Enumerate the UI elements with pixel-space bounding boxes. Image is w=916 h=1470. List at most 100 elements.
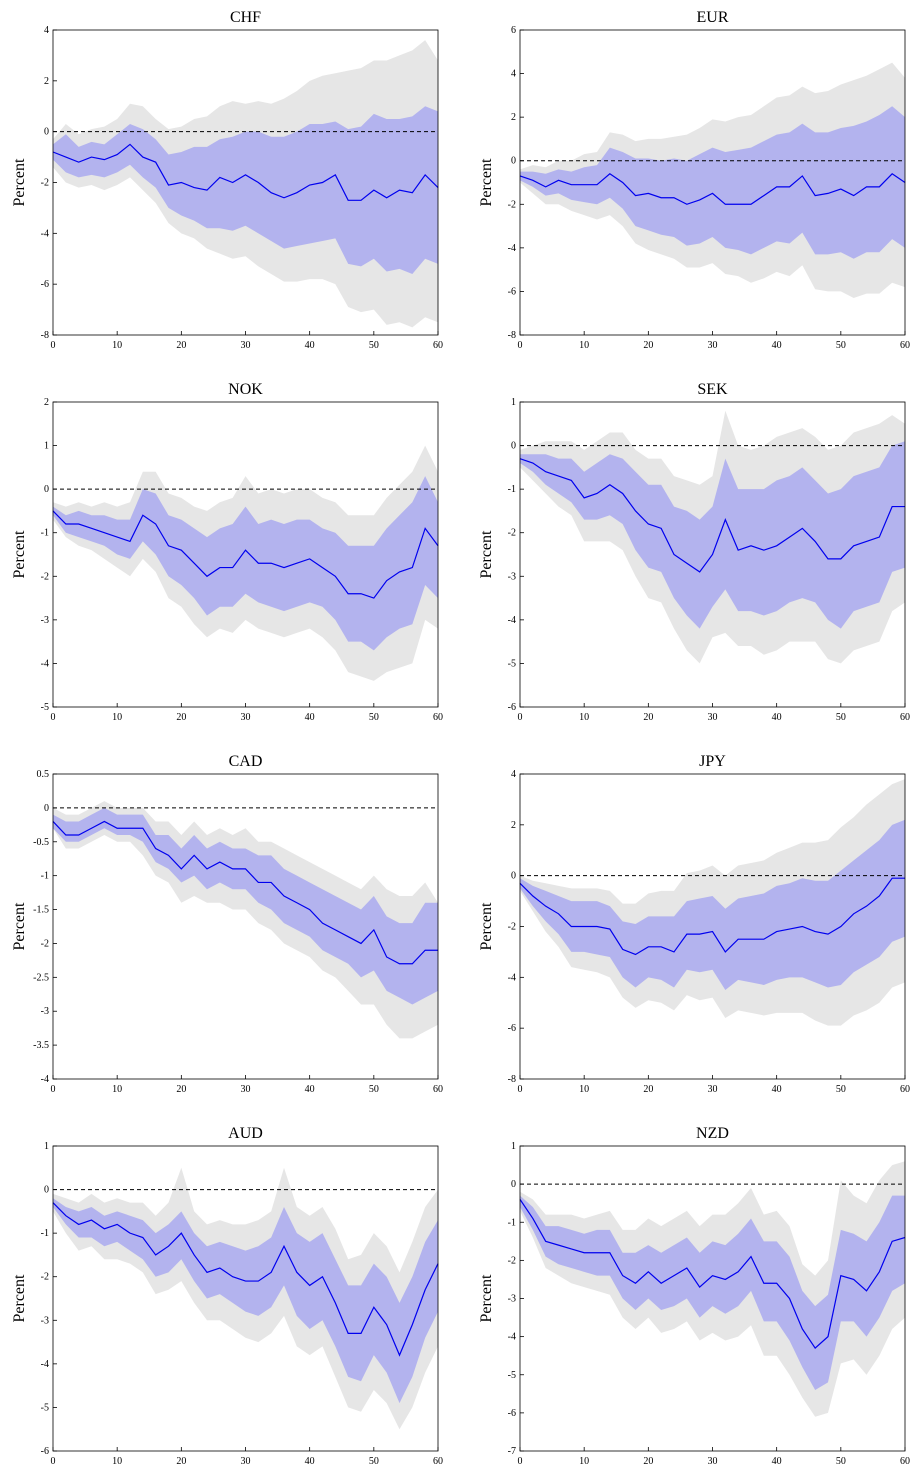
y-tick-label: 0.5 [37,769,50,780]
y-axis-label: Percent [478,902,495,951]
y-tick-label: -3 [41,1315,49,1326]
x-tick-label: 0 [51,340,56,351]
median-line [519,173,906,205]
y-tick-label: -5 [508,1370,516,1381]
confidence-band [53,1198,438,1404]
x-tick-label: 20 [643,340,653,351]
y-tick-label: -1 [41,528,49,539]
y-tick-label: 0 [44,1185,49,1196]
y-tick-label: -1 [41,1228,49,1239]
confidence-band [520,1195,905,1390]
median-line [519,1199,906,1349]
panel-title: CHF [230,9,261,26]
y-tick-label: 2 [44,76,49,87]
panel: -4 -3.5 -3 -2.5 -2 -1.5 -1 -0.5 0 0.5 0 10 20 30 40 50 6… [11,753,443,1095]
x-tick-label: 10 [579,1456,589,1467]
y-tick-label: -2 [508,199,516,210]
x-tick-label: 10 [112,340,122,351]
x-tick-label: 30 [708,340,718,351]
x-tick-label: 40 [305,1084,315,1095]
y-tick-label: 0 [511,871,516,882]
x-tick-label: 60 [900,1456,910,1467]
y-tick-label: -4 [508,243,516,254]
y-tick-label: -7 [508,1446,516,1457]
y-tick-label: -2 [508,922,516,933]
y-axis-label: Percent [478,1274,495,1323]
x-tick-label: 20 [643,1456,653,1467]
confidence-band [53,807,438,1005]
panel-title: AUD [228,1125,263,1142]
y-tick-label: -6 [41,1446,49,1457]
y-tick-label: 2 [511,112,516,123]
y-tick-label: -4 [41,1359,49,1370]
y-tick-label: -1 [508,484,516,495]
median-line [52,510,439,599]
y-tick-label: -4 [508,615,516,626]
x-tick-label: 50 [836,712,846,723]
y-tick-label: -5 [508,658,516,669]
x-tick-label: 40 [305,340,315,351]
x-tick-label: 60 [900,1084,910,1095]
y-tick-label: -4 [508,1332,516,1343]
median-line [519,877,905,956]
y-tick-label: -5 [41,1402,49,1413]
y-tick-label: -6 [508,1408,516,1419]
panel-title: CAD [229,753,263,770]
x-tick-label: 20 [176,340,186,351]
panel-title: EUR [697,9,729,26]
y-tick-label: -1 [41,871,49,882]
x-tick-label: 60 [900,712,910,723]
y-tick-label: -3 [508,571,516,582]
y-axis-label: Percent [11,902,28,951]
x-tick-label: 60 [433,712,443,723]
confidence-band [520,441,905,629]
x-tick-label: 30 [241,1456,251,1467]
x-tick-label: 20 [176,1456,186,1467]
x-tick-label: 40 [772,340,782,351]
y-tick-label: -0.5 [33,837,49,848]
x-tick-label: 40 [772,712,782,723]
confidence-band [520,819,905,991]
x-tick-label: 10 [579,340,589,351]
x-tick-label: 30 [241,712,251,723]
x-tick-label: 0 [518,712,523,723]
y-tick-label: 4 [511,769,516,780]
y-tick-label: -2 [41,938,49,949]
x-tick-label: 50 [369,1456,379,1467]
x-tick-label: 30 [241,340,251,351]
panel-title: SEK [697,381,728,398]
median-line [52,820,438,965]
y-tick-label: -8 [508,1074,516,1085]
x-tick-label: 30 [708,712,718,723]
y-tick-label: -6 [508,702,516,713]
y-tick-label: -3 [41,615,49,626]
y-axis-label: Percent [11,530,28,579]
x-tick-label: 10 [579,712,589,723]
y-tick-label: 1 [44,1141,49,1152]
x-tick-label: 50 [836,1456,846,1467]
y-axis-label: Percent [11,1274,28,1323]
y-tick-label: 2 [511,820,516,831]
x-tick-label: 50 [369,712,379,723]
x-tick-label: 50 [836,1084,846,1095]
y-tick-label: 0 [511,1179,516,1190]
y-tick-label: -4 [41,228,49,239]
y-tick-label: -8 [508,330,516,341]
x-tick-label: 30 [241,1084,251,1095]
x-tick-label: 60 [433,340,443,351]
y-tick-label: -2 [41,1272,49,1283]
y-tick-label: -3 [508,1294,516,1305]
median-line [52,143,439,201]
x-tick-label: 20 [176,712,186,723]
x-tick-label: 40 [772,1456,782,1467]
x-tick-label: 40 [305,712,315,723]
x-tick-label: 30 [708,1456,718,1467]
x-tick-label: 50 [836,340,846,351]
confidence-band [520,106,905,259]
y-tick-label: -2.5 [33,972,49,983]
x-tick-label: 40 [305,1456,315,1467]
